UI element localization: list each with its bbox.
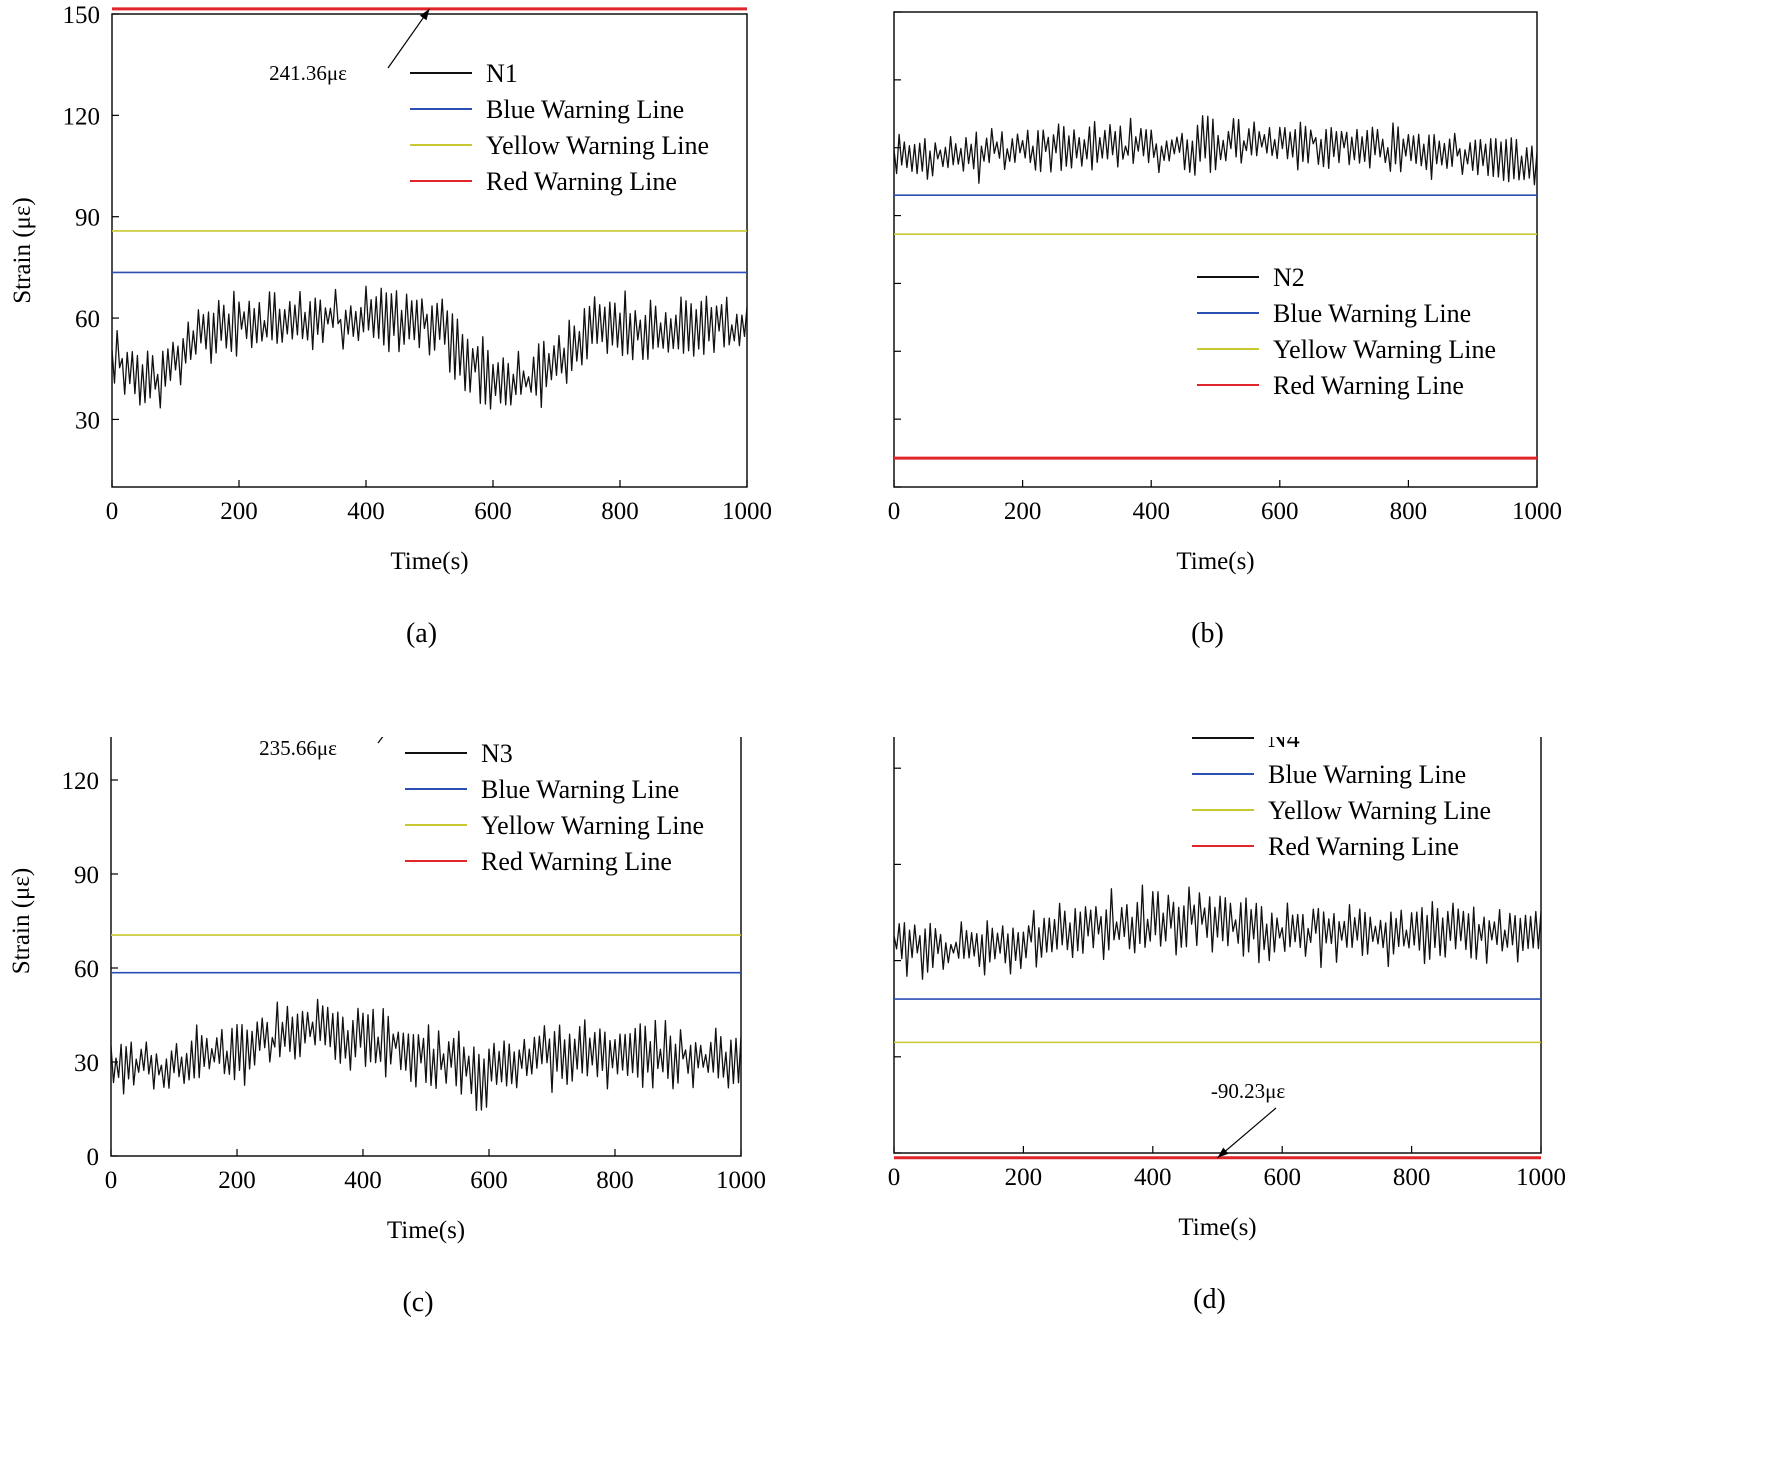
panel-label: (d) <box>1193 1284 1226 1315</box>
x-tick-label: 400 <box>1134 1164 1172 1191</box>
legend-label: Red Warning Line <box>481 847 672 876</box>
legend-label: Red Warning Line <box>486 167 677 196</box>
x-axis-label: Time(s) <box>390 548 468 575</box>
x-tick-label: 400 <box>347 498 385 525</box>
chart-a: 0 200 400 600 800 1000 30 60 90 120 150 Time(s) Stra… <box>9 2 772 649</box>
x-tick-label: 0 <box>106 498 119 525</box>
plot-frame <box>111 13 748 488</box>
panel-label: (c) <box>402 1287 433 1318</box>
x-tick-label: 1000 <box>1512 498 1562 525</box>
annotation-label: -90.23με <box>1211 1079 1286 1103</box>
legend-label: N1 <box>486 59 518 88</box>
chart-c: 020040060080010000306090120150Time(s)Str… <box>8 737 766 1318</box>
x-tick-label: 0 <box>888 498 901 525</box>
x-tick-label: 800 <box>601 498 639 525</box>
legend-label: Blue Warning Line <box>1268 760 1466 789</box>
legend-label: Yellow Warning Line <box>486 131 709 160</box>
y-axis-label: Strain (με) <box>8 868 35 975</box>
annotation-arrowhead <box>1217 1147 1229 1158</box>
series-line-n2 <box>894 115 1537 186</box>
chart-b: 02004006008001000-120-100-80-60-40-20020… <box>888 11 1562 649</box>
annotation-arrow <box>377 737 384 744</box>
legend-label: Blue Warning Line <box>486 95 684 124</box>
panel-label: (b) <box>1191 618 1224 649</box>
x-axis-label: Time(s) <box>1176 548 1254 575</box>
y-tick-label: 90 <box>74 862 99 889</box>
panel-label: (a) <box>406 618 437 649</box>
plot-frame <box>893 11 1538 488</box>
x-tick-label: 200 <box>1004 498 1042 525</box>
annotation-arrow <box>1217 1107 1277 1159</box>
chart-panel-a: 0 200 400 600 800 1000 30 60 90 120 150 Time(s) Stra… <box>0 0 883 737</box>
x-tick-label: 0 <box>888 1164 901 1191</box>
y-tick-label: 150 <box>63 2 101 29</box>
x-axis-label: Time(s) <box>387 1217 465 1244</box>
y-tick-label: 60 <box>74 956 99 983</box>
series-line-n4 <box>894 884 1541 980</box>
legend-label: Yellow Warning Line <box>1273 335 1496 364</box>
legend-label: N3 <box>481 739 513 768</box>
legend-label: Red Warning Line <box>1268 832 1459 861</box>
x-tick-label: 1000 <box>716 1167 766 1194</box>
legend-label: Blue Warning Line <box>481 775 679 804</box>
y-tick-label: 0 <box>87 1144 100 1171</box>
chart-panel-b: 02004006008001000-120-100-80-60-40-20020… <box>883 0 1766 737</box>
legend-label: N4 <box>1268 737 1300 753</box>
chart-d: 02004006008001000-60-40-2002040Time(s)St… <box>888 737 1566 1315</box>
x-tick-label: 0 <box>105 1167 118 1194</box>
x-tick-label: 600 <box>1261 498 1299 525</box>
x-tick-label: 600 <box>470 1167 508 1194</box>
x-tick-label: 800 <box>596 1167 634 1194</box>
y-axis-label: Strain (με) <box>9 197 36 304</box>
y-tick-label: 30 <box>75 407 100 434</box>
series-line-n1 <box>112 285 747 410</box>
y-tick-label: 120 <box>62 768 100 795</box>
series-line-n3 <box>111 998 741 1112</box>
x-tick-label: 400 <box>344 1167 382 1194</box>
x-tick-label: 400 <box>1132 498 1170 525</box>
x-tick-label: 600 <box>1263 1164 1301 1191</box>
y-tick-label: 30 <box>74 1050 99 1077</box>
x-tick-label: 800 <box>1393 1164 1431 1191</box>
x-tick-label: 1000 <box>722 498 772 525</box>
chart-panel-d: 02004006008001000-60-40-2002040Time(s)St… <box>883 737 1766 1474</box>
x-axis-label: Time(s) <box>1178 1214 1256 1241</box>
x-tick-label: 200 <box>220 498 258 525</box>
y-tick-label: 120 <box>63 103 101 130</box>
x-tick-label: 600 <box>474 498 512 525</box>
legend-label: N2 <box>1273 263 1305 292</box>
plot-frame <box>110 737 742 1157</box>
chart-panel-c: 020040060080010000306090120150Time(s)Str… <box>0 737 883 1474</box>
y-tick-label: 60 <box>75 306 100 333</box>
annotation-label: 235.66με <box>259 737 337 760</box>
legend-label: Yellow Warning Line <box>481 811 704 840</box>
legend-label: Yellow Warning Line <box>1268 796 1491 825</box>
annotation-arrowhead <box>419 8 430 21</box>
legend-label: Red Warning Line <box>1273 371 1464 400</box>
annotation-label: 241.36με <box>269 61 347 85</box>
legend-label: Blue Warning Line <box>1273 299 1471 328</box>
x-tick-label: 800 <box>1390 498 1428 525</box>
x-tick-label: 200 <box>218 1167 256 1194</box>
x-tick-label: 200 <box>1005 1164 1043 1191</box>
y-tick-label: 90 <box>75 205 100 232</box>
x-tick-label: 1000 <box>1516 1164 1566 1191</box>
annotation-arrow <box>387 8 430 69</box>
